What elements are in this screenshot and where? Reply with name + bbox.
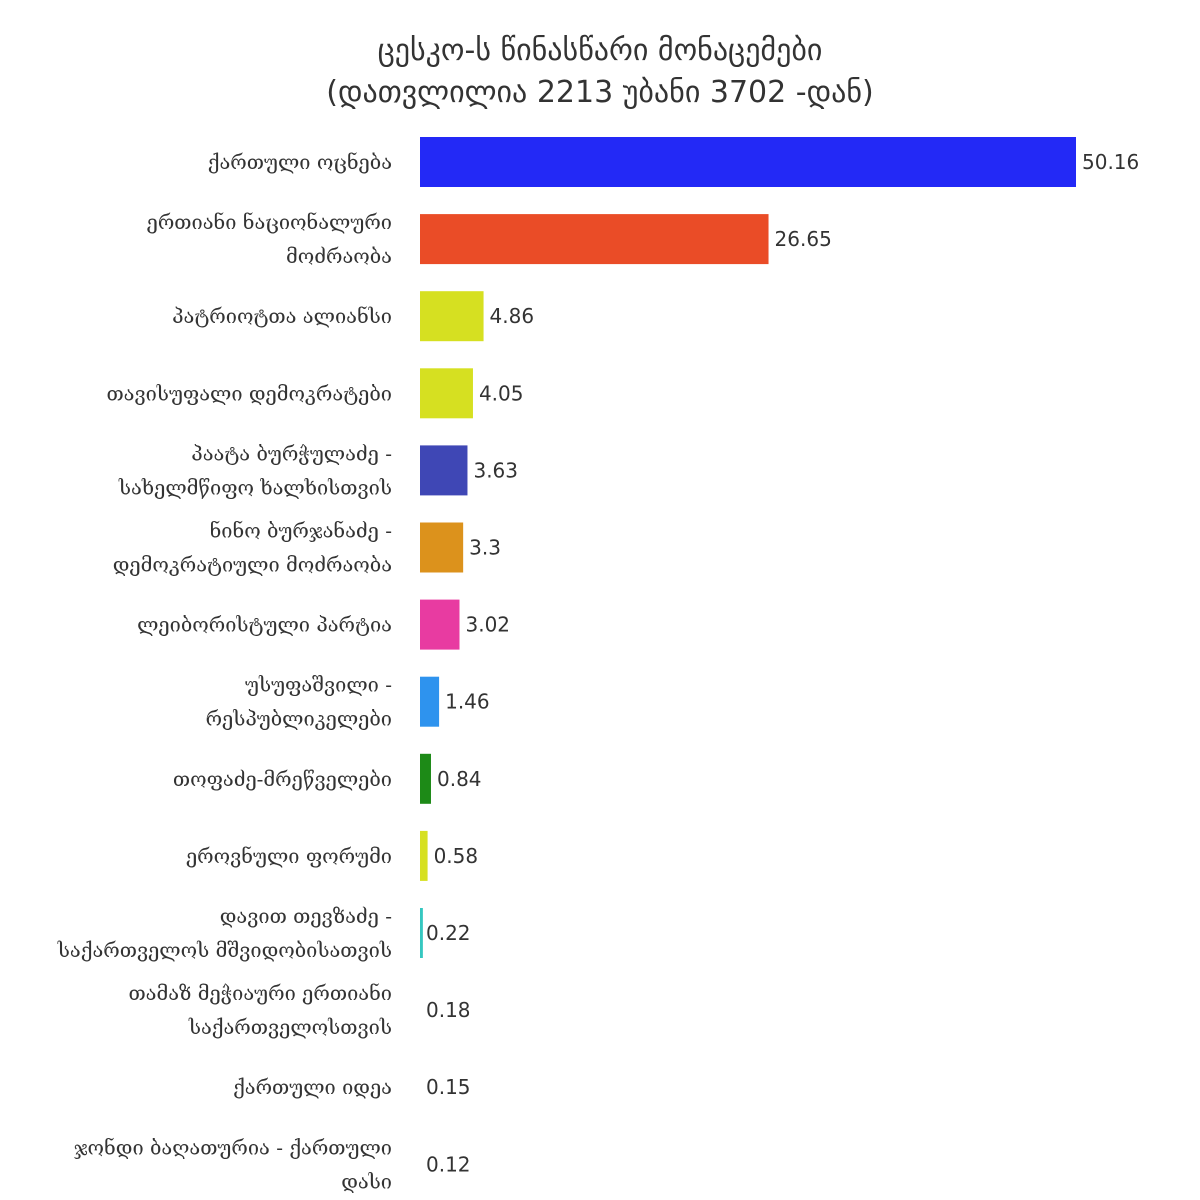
value-label-6: 3.3 — [469, 536, 501, 560]
category-label-5-line-2: სახელმწიფო ხალხისთვის — [118, 475, 392, 499]
bar-6 — [420, 522, 464, 573]
category-label-7: ლეიბორისტული პარტია — [137, 613, 392, 637]
category-label-6-line-1: ნინო ბურჯანაძე - — [210, 519, 392, 543]
category-label-12-line-2: საქართველოსთვის — [188, 1015, 392, 1039]
bar-3 — [420, 291, 484, 342]
value-label-3: 4.86 — [490, 304, 535, 328]
category-label-2-line-2: მოძრაობა — [286, 244, 392, 268]
bars — [420, 137, 1076, 1190]
bar-8 — [420, 676, 440, 727]
bar-14 — [420, 1139, 422, 1190]
bar-7 — [420, 599, 460, 650]
value-label-4: 4.05 — [479, 381, 524, 405]
value-label-10: 0.58 — [434, 844, 479, 868]
bar-5 — [420, 445, 468, 496]
bar-10 — [420, 830, 428, 881]
category-label-5-line-1: პაატა ბურჭულაძე - — [191, 441, 392, 465]
category-label-3: პატრიოტთა ალიანსი — [172, 304, 392, 328]
value-label-8: 1.46 — [445, 690, 490, 714]
bar-9 — [420, 753, 431, 804]
category-label-9: თოფაძე-მრეწველები — [173, 767, 392, 791]
bar-11 — [420, 908, 423, 958]
category-label-13: ქართული იდეა — [233, 1075, 392, 1099]
value-label-11: 0.22 — [426, 921, 471, 945]
category-label-4: თავისუფალი დემოკრატები — [106, 381, 392, 405]
bar-12 — [420, 985, 423, 1036]
value-label-7: 3.02 — [465, 613, 510, 637]
bar-1 — [420, 137, 1076, 187]
value-label-9: 0.84 — [437, 767, 482, 791]
value-labels: 50.16 26.65 4.86 4.05 3.63 3.3 3.02 1.46 0.84 0.5… — [426, 150, 1139, 1176]
bar-13 — [420, 1062, 422, 1113]
category-label-2-line-1: ერთიანი ნაციონალური — [147, 210, 392, 234]
category-label-1: ქართული ოცნება — [208, 150, 392, 174]
category-label-11-line-1: დავით თევზაძე - — [220, 904, 392, 928]
chart-title: ცესკო-ს წინასწარი მონაცემები (დათვლილია 2… — [326, 33, 874, 110]
value-label-1: 50.16 — [1082, 150, 1139, 174]
value-label-5: 3.63 — [473, 458, 518, 482]
value-label-2: 26.65 — [775, 227, 832, 251]
category-label-8-line-2: რესპუბლიკელები — [206, 707, 392, 731]
chart-title-line-1: ცესკო-ს წინასწარი მონაცემები — [378, 33, 823, 68]
category-label-14-line-1: ჯონდი ბაღათურია - ქართული — [74, 1135, 392, 1159]
category-label-10: ეროვნული ფორუმი — [186, 844, 392, 868]
value-label-12: 0.18 — [426, 998, 471, 1022]
category-label-8-line-1: უსუფაშვილი - — [245, 673, 392, 697]
category-label-11-line-2: საქართველოს მშვიდობისათვის — [57, 938, 392, 962]
category-label-12-line-1: თამაზ მეჭიაური ერთიანი — [128, 981, 392, 1005]
category-labels: ქართული ოცნება ერთიანი ნაციონალური მოძრაობ… — [57, 150, 392, 1193]
chart-title-line-2: (დათვლილია 2213 უბანი 3702 -დან) — [326, 75, 874, 110]
value-label-14: 0.12 — [426, 1152, 471, 1176]
bar-2 — [420, 214, 769, 265]
category-label-14-line-2: დასი — [341, 1169, 392, 1193]
category-label-6-line-2: დემოკრატიული მოძრაობა — [113, 553, 392, 577]
value-label-13: 0.15 — [426, 1075, 471, 1099]
bar-4 — [420, 368, 473, 419]
